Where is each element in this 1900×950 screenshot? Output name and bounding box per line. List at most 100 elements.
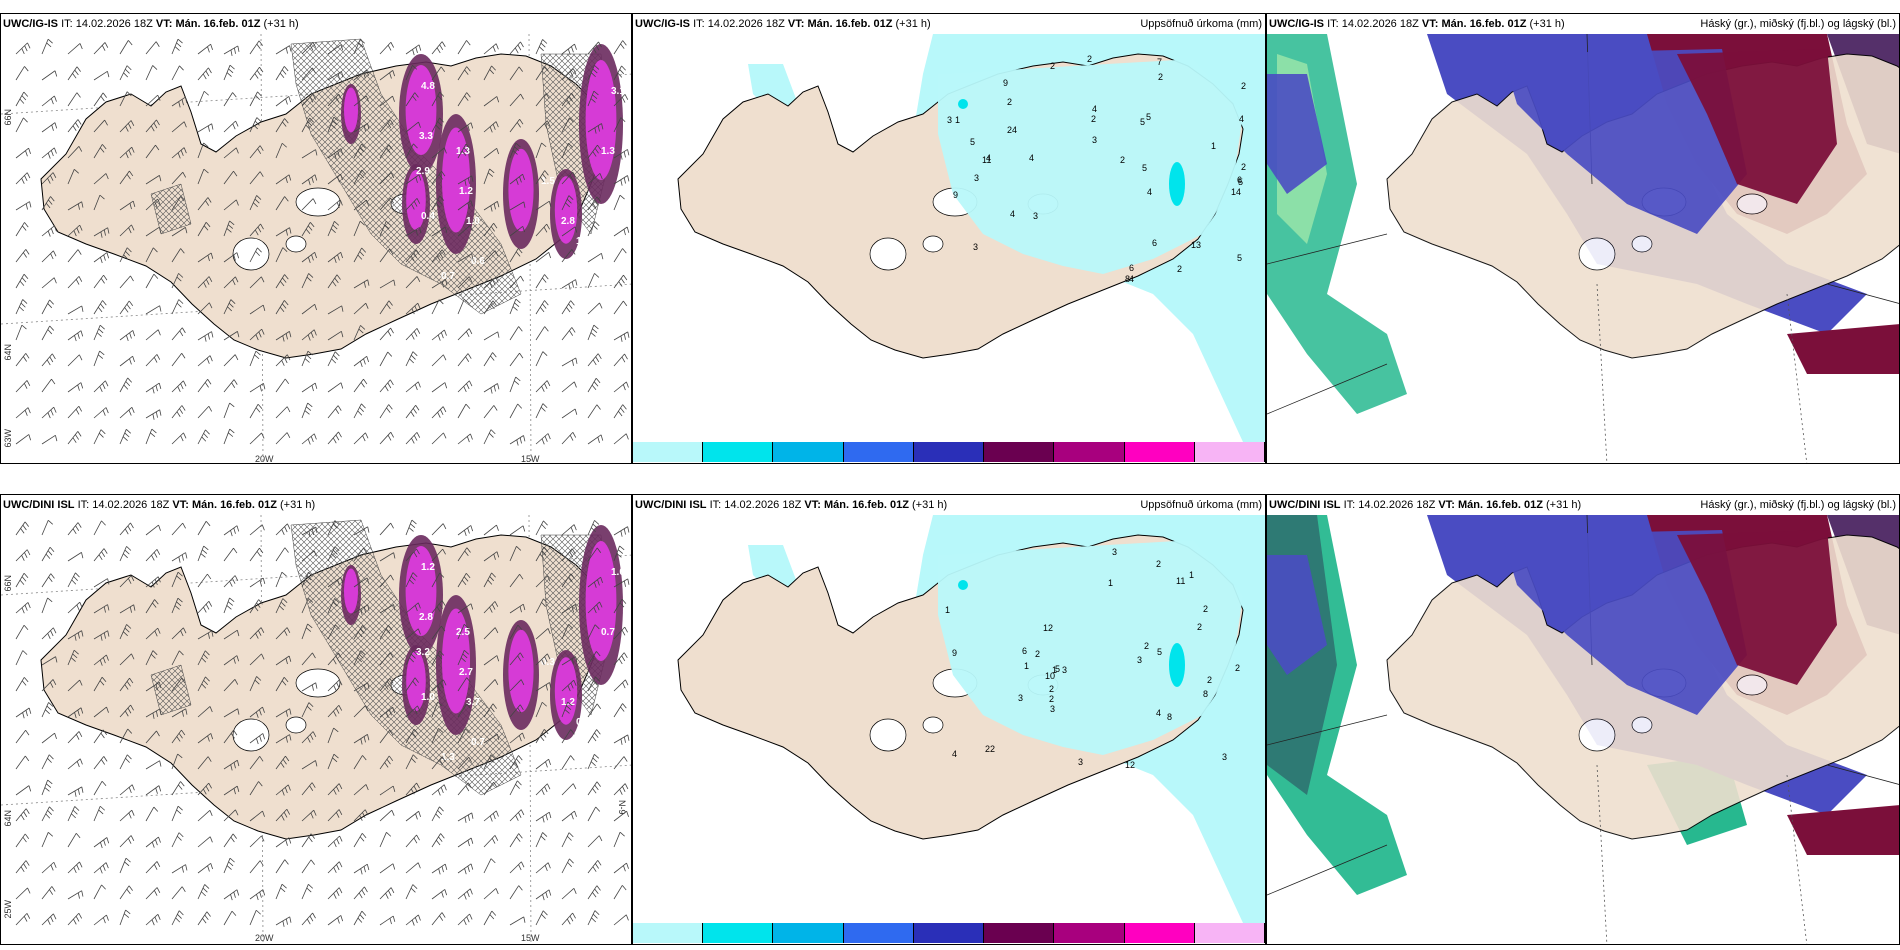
wind-barb xyxy=(249,195,262,211)
wind-barb xyxy=(197,197,212,211)
high-cloud xyxy=(1787,805,1899,855)
wind-barb xyxy=(587,835,603,848)
wind-barb xyxy=(15,380,31,393)
wind-barb xyxy=(405,628,421,640)
wind-barb xyxy=(431,117,444,133)
wind-barb xyxy=(353,95,369,107)
wind-barb xyxy=(171,650,184,666)
wind-barb xyxy=(353,625,367,640)
wind-barb xyxy=(613,40,627,55)
precip-value-label: 11 xyxy=(1176,576,1185,586)
wind-barb xyxy=(535,223,550,237)
precip-value-label: 6 xyxy=(1022,646,1027,656)
wind-barb xyxy=(275,883,287,900)
wind-barb xyxy=(535,351,548,367)
wind-barb xyxy=(379,755,394,770)
colorbar-cell xyxy=(1124,923,1195,943)
wind-barb xyxy=(275,859,289,874)
wind-barb xyxy=(431,226,448,237)
lon-label: 15W xyxy=(521,933,540,943)
wind-barb xyxy=(197,545,209,562)
wind-barb xyxy=(587,781,601,796)
wind-barb xyxy=(41,831,54,848)
wind-barb xyxy=(301,760,318,770)
wind-barb xyxy=(249,810,265,822)
wind-barb xyxy=(535,862,551,874)
precip-value-label: 2 xyxy=(1007,97,1012,107)
wind-barb xyxy=(67,249,82,263)
wind-barb xyxy=(119,728,133,744)
wind-barb xyxy=(41,277,57,289)
wind-barb xyxy=(561,249,576,263)
wind-barb xyxy=(223,64,235,81)
wind-barb xyxy=(145,599,159,614)
wind-barb xyxy=(483,121,499,133)
wind-barb xyxy=(171,627,187,640)
wind-barb xyxy=(327,835,343,848)
wind-barb xyxy=(145,549,161,562)
wind-barb xyxy=(457,812,474,823)
wind-barb xyxy=(353,833,367,848)
wind-barb xyxy=(275,378,290,393)
wind-barb xyxy=(613,300,628,315)
wind-barb xyxy=(405,276,421,289)
wind-barb xyxy=(171,753,183,770)
wind-barb xyxy=(171,805,183,822)
wind-barb xyxy=(561,68,577,81)
wind-barb xyxy=(405,728,419,744)
wind-barb xyxy=(93,630,110,641)
wind-barb xyxy=(301,809,317,822)
wind-barb xyxy=(15,324,27,341)
colorbar-cell xyxy=(703,442,774,462)
mid-cloud xyxy=(1267,555,1327,675)
wind-barb xyxy=(613,526,630,537)
wind-barb xyxy=(353,910,367,926)
precip-value-label: 0.7 xyxy=(471,737,485,748)
wind-barb xyxy=(171,910,184,926)
wind-barb xyxy=(405,328,421,341)
wind-barb xyxy=(379,379,394,393)
wind-barb xyxy=(379,832,392,848)
wind-barb xyxy=(171,171,187,185)
wind-barb xyxy=(171,299,184,315)
wind-map: 4.8 3.3 2.9 1.3 1.2 1.0 0.4 0.6 0.7 1.5 2.81.7 1.3 3… xyxy=(1,34,631,463)
wind-barb xyxy=(67,305,84,315)
wind-barb xyxy=(431,863,448,875)
wind-barb xyxy=(405,884,418,900)
wind-barb xyxy=(249,781,263,796)
wind-barb xyxy=(561,783,577,796)
wind-barb xyxy=(561,226,578,237)
wind-barb xyxy=(67,786,84,797)
wind-barb xyxy=(223,252,240,263)
wind-barb xyxy=(353,355,369,367)
wind-barb xyxy=(379,172,395,185)
wind-barb xyxy=(223,428,235,445)
wind-barb xyxy=(561,858,574,874)
wind-barb xyxy=(509,573,524,588)
wind-barb xyxy=(301,198,317,211)
wind-barb xyxy=(171,405,186,419)
wind-barb xyxy=(67,168,80,185)
wind-barb xyxy=(379,625,393,640)
wind-barb xyxy=(483,858,496,874)
wind-barb xyxy=(145,524,161,536)
wind-barb xyxy=(613,65,626,81)
wind-barb xyxy=(41,406,57,419)
wind-barb xyxy=(223,597,235,614)
wind-barb xyxy=(379,220,391,237)
wind-barb xyxy=(93,706,109,718)
wind-barb xyxy=(15,887,31,900)
wind-barb xyxy=(483,383,500,394)
wind-barb xyxy=(587,434,604,445)
wind-barb xyxy=(483,572,496,588)
wind-barb xyxy=(327,71,344,81)
wind-barb xyxy=(171,552,188,563)
precip-over-land xyxy=(938,59,1243,274)
wind-barb xyxy=(197,600,213,614)
wind-barb xyxy=(535,811,552,823)
wind-barb xyxy=(405,65,418,81)
wind-barb xyxy=(379,522,394,536)
wind-barb xyxy=(379,863,396,874)
wind-barb xyxy=(483,655,500,666)
wind-barb xyxy=(613,433,629,445)
